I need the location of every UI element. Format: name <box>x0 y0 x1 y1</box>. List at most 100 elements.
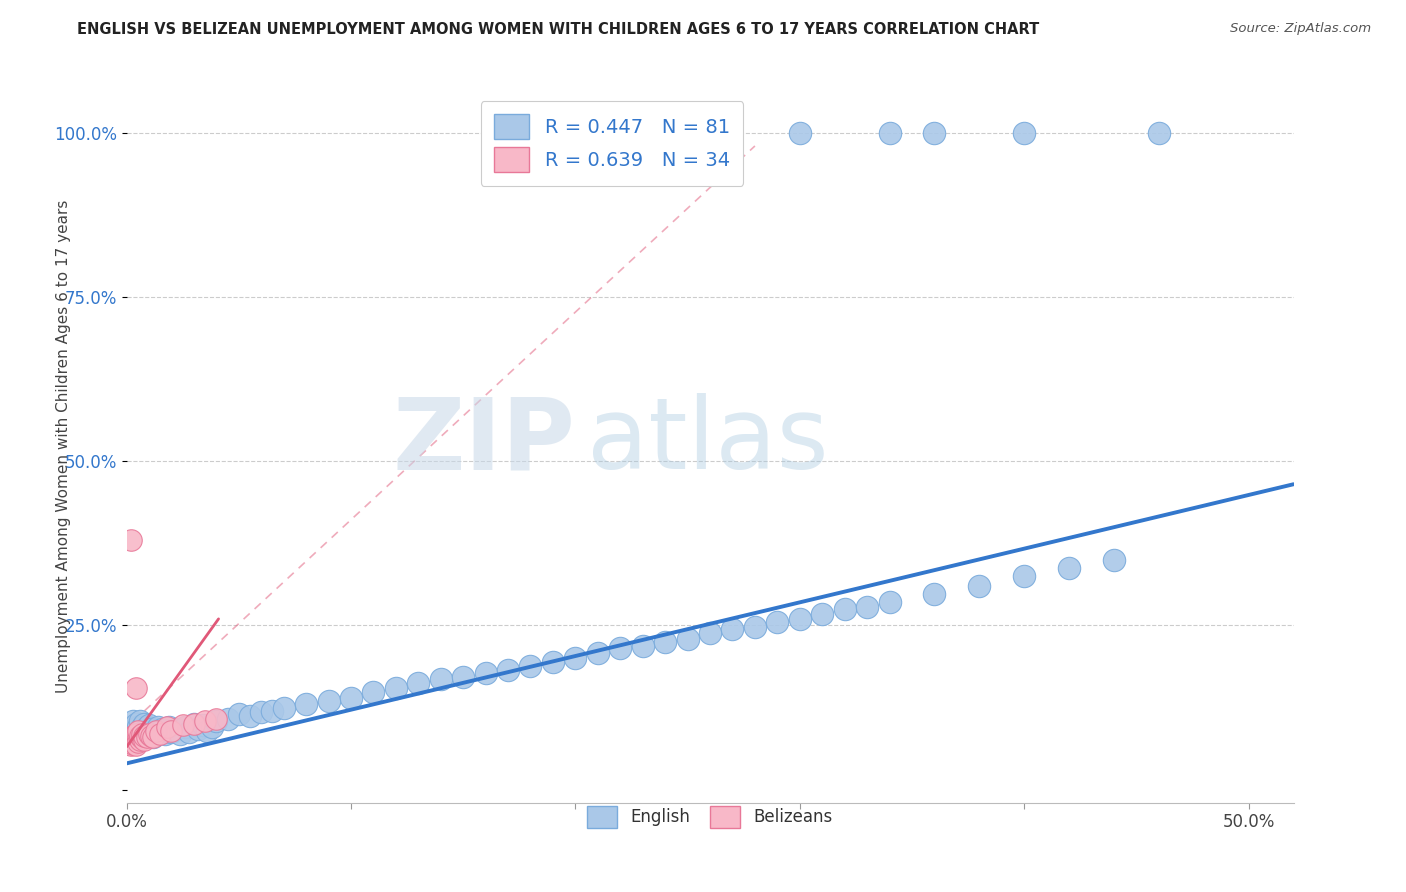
Point <box>138 727 160 741</box>
Point <box>149 724 172 739</box>
Point <box>169 727 191 741</box>
Point <box>183 717 205 731</box>
Point <box>201 720 224 734</box>
Point <box>1102 553 1125 567</box>
Point <box>924 126 946 140</box>
Point <box>127 727 149 741</box>
Point <box>187 723 209 737</box>
Point <box>156 723 179 738</box>
Point <box>451 670 474 684</box>
Point <box>134 717 156 731</box>
Point <box>134 733 156 747</box>
Point <box>318 694 340 708</box>
Point <box>127 720 149 734</box>
Point <box>122 733 145 747</box>
Point <box>127 735 149 749</box>
Point <box>120 720 142 734</box>
Point <box>174 720 197 734</box>
Point <box>122 714 145 728</box>
Point <box>541 655 564 669</box>
Point <box>124 731 146 746</box>
Point <box>149 727 172 741</box>
Point <box>157 720 180 734</box>
Point <box>1147 126 1170 140</box>
Point <box>118 733 141 747</box>
Point <box>129 729 152 743</box>
Point <box>194 714 217 728</box>
Point <box>474 665 496 680</box>
Point <box>135 720 157 734</box>
Point <box>134 727 156 741</box>
Point <box>195 723 218 738</box>
Point <box>156 720 179 734</box>
Point <box>127 730 149 744</box>
Point <box>118 737 141 751</box>
Point <box>120 735 142 749</box>
Point <box>519 659 541 673</box>
Point <box>135 723 157 738</box>
Point <box>122 729 145 743</box>
Point <box>131 720 153 734</box>
Point <box>134 729 156 743</box>
Point <box>363 685 385 699</box>
Text: ENGLISH VS BELIZEAN UNEMPLOYMENT AMONG WOMEN WITH CHILDREN AGES 6 TO 17 YEARS CO: ENGLISH VS BELIZEAN UNEMPLOYMENT AMONG W… <box>77 22 1039 37</box>
Point <box>142 730 165 744</box>
Point <box>160 723 183 738</box>
Point <box>120 730 142 744</box>
Point <box>811 607 834 621</box>
Point <box>385 681 408 695</box>
Point <box>834 602 856 616</box>
Point <box>228 707 250 722</box>
Point <box>141 723 163 737</box>
Point <box>273 700 295 714</box>
Point <box>205 714 228 728</box>
Point <box>721 622 744 636</box>
Point <box>564 651 586 665</box>
Point <box>676 632 699 646</box>
Point <box>141 724 163 739</box>
Point <box>127 723 149 738</box>
Point <box>205 712 228 726</box>
Point <box>129 733 152 747</box>
Point <box>1012 569 1035 583</box>
Point <box>138 718 160 732</box>
Point <box>131 731 153 746</box>
Point <box>138 727 160 741</box>
Point <box>120 738 142 752</box>
Point <box>141 729 163 743</box>
Point <box>586 646 609 660</box>
Point <box>699 626 721 640</box>
Point <box>295 698 318 712</box>
Point <box>120 533 142 547</box>
Point <box>131 727 153 741</box>
Legend: English, Belizeans: English, Belizeans <box>581 799 839 834</box>
Point <box>856 600 879 615</box>
Point <box>924 587 946 601</box>
Point <box>631 640 654 654</box>
Point <box>789 612 811 626</box>
Point <box>969 579 991 593</box>
Point <box>340 690 363 705</box>
Point <box>153 727 176 741</box>
Point <box>408 676 430 690</box>
Point <box>744 620 766 634</box>
Point <box>879 126 901 140</box>
Text: ZIP: ZIP <box>392 393 576 490</box>
Point <box>129 714 152 728</box>
Point <box>179 724 201 739</box>
Point <box>879 595 901 609</box>
Point <box>217 712 239 726</box>
Point <box>496 663 519 677</box>
Point <box>124 738 146 752</box>
Point <box>124 720 146 734</box>
Point <box>160 724 183 739</box>
Point <box>145 723 167 738</box>
Point <box>262 704 284 718</box>
Point <box>145 723 167 738</box>
Text: Unemployment Among Women with Children Ages 6 to 17 years: Unemployment Among Women with Children A… <box>56 199 70 693</box>
Point <box>165 723 187 737</box>
Point <box>789 126 811 140</box>
Point <box>142 730 165 744</box>
Point <box>766 615 789 630</box>
Point <box>172 718 194 732</box>
